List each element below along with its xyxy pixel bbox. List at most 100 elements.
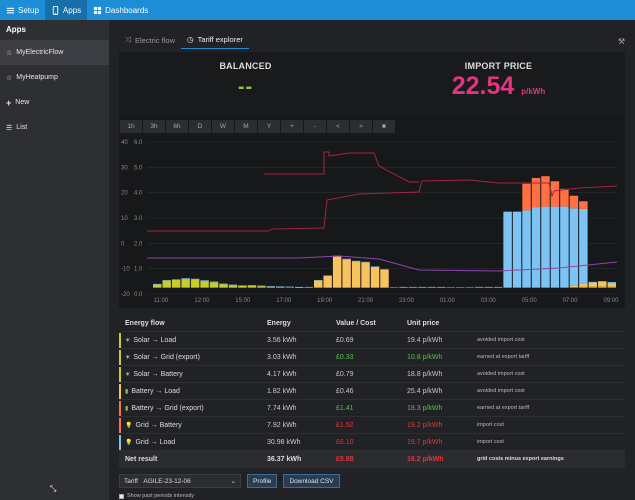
left-axis-tick: 40: [121, 140, 128, 146]
sidebar-item-label: MyHeatpump: [16, 74, 58, 81]
bar-segment: [560, 206, 569, 288]
bar-segment: [219, 284, 228, 288]
nav-dashboards[interactable]: Dashboards: [87, 0, 154, 20]
row-note: earned at export tariff: [477, 405, 530, 411]
wrench-icon[interactable]: ⚒: [617, 37, 625, 46]
x-axis-tick: 07:00: [563, 298, 579, 304]
zoom-button-0[interactable]: 1h: [120, 120, 142, 133]
zoom-button-7[interactable]: +: [281, 120, 303, 133]
nav-setup[interactable]: Setup: [0, 0, 45, 20]
bar-segment: [569, 208, 579, 286]
tab-label: Tariff explorer: [197, 35, 243, 44]
row-flow-label: Solar → Load: [133, 336, 177, 344]
bar-segment: [209, 281, 219, 283]
bar-segment: [190, 279, 200, 288]
sun-icon: ☀: [125, 354, 131, 361]
bar-segment: [569, 195, 579, 209]
bar-segment: [266, 286, 276, 287]
bar-segment: [465, 287, 474, 288]
zoom-bar: 1h 3h 6h D W M Y + - < > ■: [120, 120, 395, 133]
row-flow: ☀ Solar → Load: [119, 337, 267, 344]
sidebar-item-myelectricflow[interactable]: ☆ MyElectricFlow: [0, 40, 109, 65]
sidebar-item-myheatpump[interactable]: ☆ MyHeatpump: [0, 65, 109, 90]
tab-bar: ⤨ Electric flow ◷ Tariff explorer: [119, 31, 249, 49]
zoom-button-9[interactable]: <: [327, 120, 349, 133]
nav-apps[interactable]: Apps: [44, 0, 88, 20]
bar-segment: [446, 287, 456, 288]
zoom-button-1[interactable]: 3h: [143, 120, 165, 133]
profile-button[interactable]: Profile: [247, 474, 278, 488]
zoom-button-5[interactable]: M: [235, 120, 257, 133]
tab-tariff-explorer[interactable]: ◷ Tariff explorer: [181, 31, 249, 49]
left-axis-tick: 20: [121, 191, 128, 197]
bar-segment: [200, 280, 209, 282]
zoom-button-2[interactable]: 6h: [166, 120, 188, 133]
battery-icon: ▮: [125, 405, 129, 412]
bar-segment: [323, 275, 332, 277]
top-nav-bar: Setup Apps Dashboards: [0, 0, 635, 20]
x-axis-tick: 17:00: [276, 298, 292, 304]
row-energy: 3.56 kWh: [267, 336, 297, 344]
zoom-button-10[interactable]: >: [350, 120, 372, 133]
header-unit-price: Unit price: [407, 319, 440, 327]
x-axis-tick: 09:00: [603, 298, 619, 304]
bar-segment: [607, 283, 616, 287]
bar-segment: [522, 210, 531, 288]
sidebar-item-list[interactable]: ☰ List: [0, 115, 109, 140]
import-price-label: IMPORT PRICE: [464, 61, 533, 71]
bar-segment: [181, 279, 190, 288]
header-flow: Energy flow: [125, 319, 165, 327]
zoom-button-6[interactable]: Y: [258, 120, 280, 133]
import-price-unit: p/kWh: [521, 87, 546, 96]
bar-segment: [607, 286, 616, 288]
checkbox[interactable]: [119, 493, 124, 499]
download-csv-button[interactable]: Download CSV: [283, 474, 340, 488]
bar-segment: [380, 269, 389, 270]
zoom-button-11[interactable]: ■: [373, 120, 395, 133]
tariff-label: Tariff: [124, 477, 138, 485]
bar-segment: [295, 287, 304, 288]
energy-chart[interactable]: 40 6.0 30 5.0 20 4.0 10 3.0 0 2.0 -10 1.0 -20 0.0 11:0…: [119, 136, 625, 306]
expand-icon[interactable]: ⤡: [50, 484, 57, 493]
right-axis-tick: 3.0: [134, 216, 143, 222]
row-unit-price: 18.3 p/kWh: [407, 404, 443, 412]
table-header: Energy flow Energy Value / Cost Unit pri…: [119, 315, 625, 332]
tariff-select[interactable]: Tariff AGILE-23-12-06 ⌄: [119, 474, 241, 488]
bar-segment: [569, 287, 579, 288]
bar-segment: [153, 284, 162, 288]
bar-segment: [153, 283, 162, 285]
bar-segment: [285, 286, 295, 288]
sidebar-item-new[interactable]: + New: [0, 90, 109, 115]
left-axis-tick: 10: [121, 216, 128, 222]
bar-segment: [200, 281, 209, 288]
row-color-swatch: [119, 384, 121, 399]
total-unit: 16.2 p/kWh: [407, 455, 444, 463]
row-energy: 30.98 kWh: [267, 438, 301, 446]
total-value: £5.88: [336, 455, 354, 463]
zoom-button-3[interactable]: D: [189, 120, 211, 133]
bar-segment: [238, 285, 247, 286]
right-axis-tick: 5.0: [134, 165, 143, 171]
bar-segment: [380, 269, 389, 288]
bar-segment: [408, 286, 418, 288]
clock-icon: ◷: [187, 35, 194, 44]
bar-segment: [550, 206, 560, 288]
star-icon: ☆: [6, 49, 13, 57]
x-axis-tick: 19:00: [317, 298, 333, 304]
bar-segment: [209, 282, 219, 288]
row-flow-label: Grid → Load: [135, 438, 176, 446]
star-icon: ☆: [6, 74, 13, 82]
total-energy: 36.37 kWh: [267, 455, 302, 463]
row-flow-label: Battery → Grid (export): [131, 404, 204, 412]
sun-icon: ☀: [125, 337, 131, 344]
past-intensity-checkbox-row[interactable]: Show past periods intensity: [119, 493, 194, 499]
zoom-button-8[interactable]: -: [304, 120, 326, 133]
bar-segment: [531, 207, 541, 288]
tab-electric-flow[interactable]: ⤨ Electric flow: [119, 31, 181, 49]
tab-label: Electric flow: [135, 35, 176, 45]
row-color-swatch: [119, 435, 121, 450]
battery-icon: ▮: [125, 388, 129, 395]
bar-segment: [351, 261, 361, 288]
zoom-button-4[interactable]: W: [212, 120, 234, 133]
x-axis-tick: 21:00: [358, 298, 374, 304]
